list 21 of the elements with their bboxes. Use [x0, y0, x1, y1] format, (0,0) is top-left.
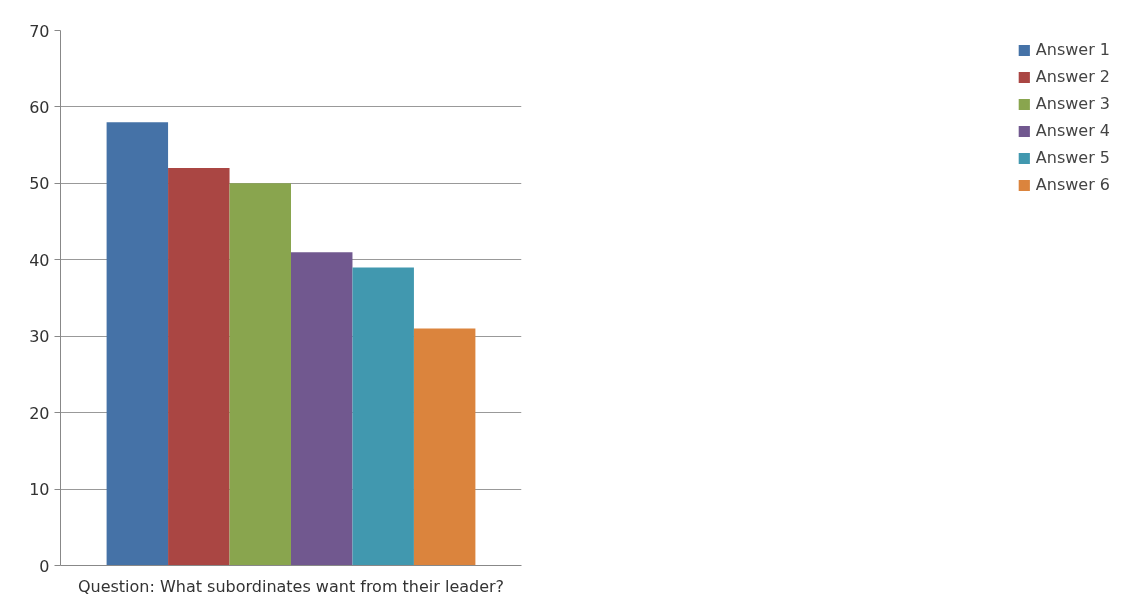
bar [106, 122, 169, 566]
y-tick-label: 40 [29, 250, 50, 270]
y-tick-label: 30 [29, 327, 50, 347]
legend-label: Answer 2 [1035, 67, 1110, 86]
bar [413, 328, 476, 566]
y-tick-label: 70 [29, 21, 50, 41]
y-tick-label: 50 [29, 174, 50, 194]
bar [229, 183, 291, 566]
bar [168, 168, 230, 566]
y-tick-label: 60 [29, 97, 50, 117]
bar [352, 267, 414, 566]
x-tick-label: Question: What subordinates want from their leader? [77, 576, 505, 596]
legend-label: Answer 6 [1035, 175, 1110, 194]
bar [291, 252, 353, 566]
y-tick-label: 0 [39, 556, 50, 576]
legend-label: Answer 4 [1035, 121, 1110, 140]
y-tick-label: 10 [29, 480, 50, 500]
legend-label: Answer 1 [1035, 40, 1110, 59]
y-tick-label: 20 [29, 403, 50, 423]
legend-label: Answer 3 [1035, 94, 1110, 113]
legend-label: Answer 5 [1035, 148, 1110, 167]
